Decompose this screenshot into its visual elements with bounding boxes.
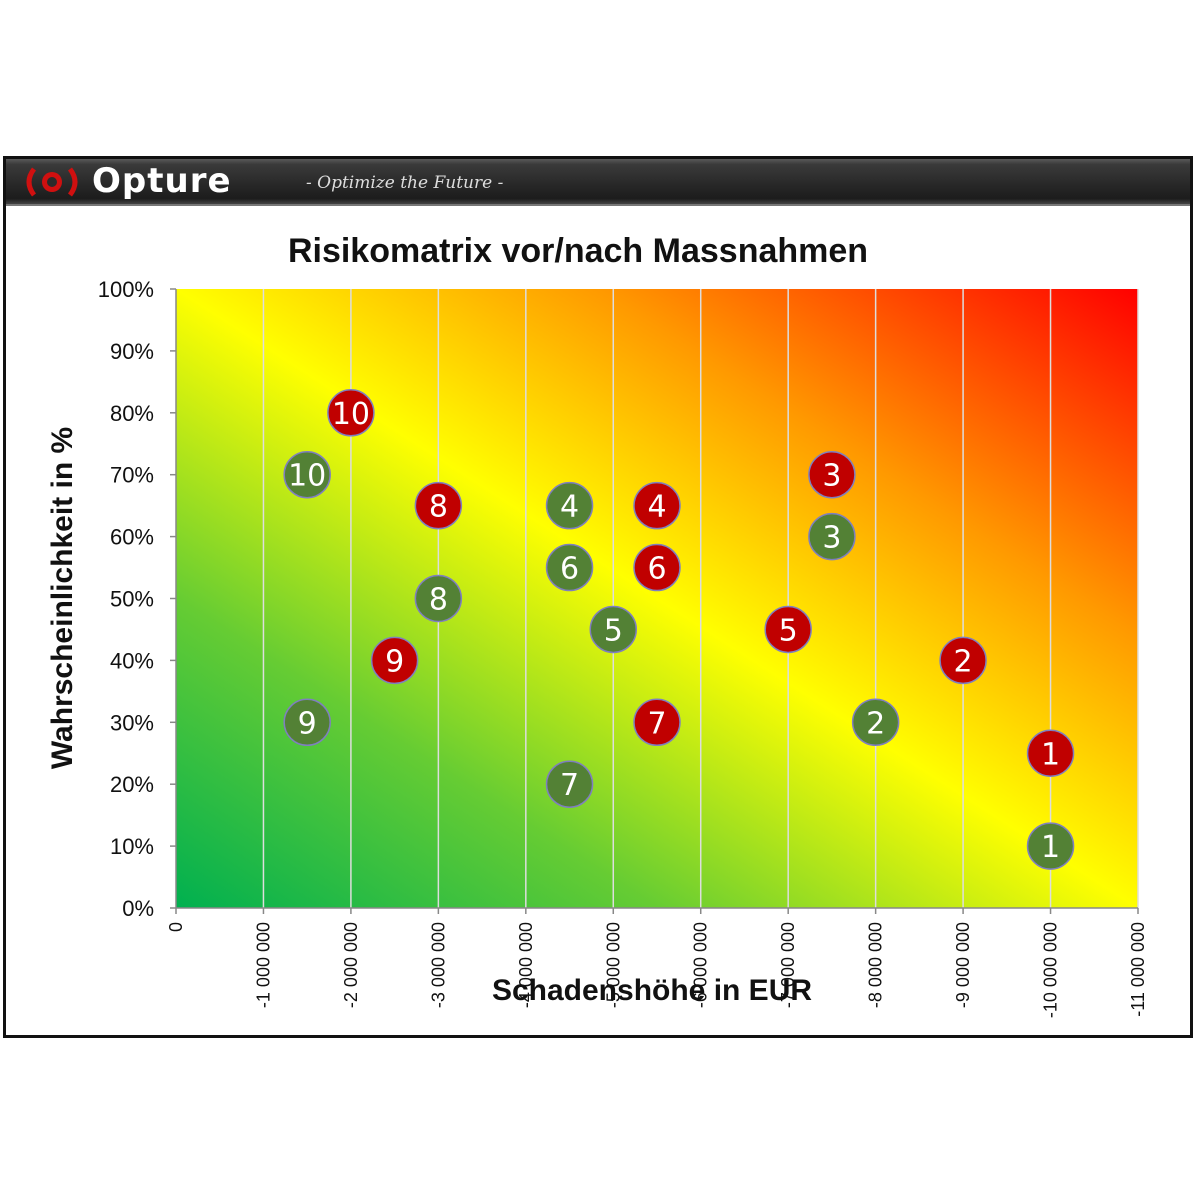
bubble-label: 3: [822, 459, 841, 494]
bubble-label: 1: [1041, 737, 1060, 772]
bubble-marker: [545, 760, 594, 808]
bubble-label: 10: [288, 459, 326, 494]
y-tick-label: 20%: [110, 772, 154, 797]
bubble-label: 5: [604, 613, 623, 648]
bubble-label: 8: [429, 490, 448, 525]
x-axis-ticks: 0 -1 000 000 -2 000 000 -3 000 000 -4 000 00…: [166, 908, 1148, 1018]
y-tick-label: 60%: [110, 525, 154, 550]
bubble-after-5: 5: [589, 605, 638, 654]
bubble-before-5: 5: [764, 605, 812, 654]
bubble-before-1: 1: [1026, 729, 1075, 777]
y-tick-label: 50%: [110, 587, 154, 612]
y-tick-label: 10%: [110, 834, 154, 859]
bubble-label: 7: [647, 706, 666, 741]
bubble-before-6: 6: [633, 543, 681, 592]
x-tick-label: -8 000 000: [866, 922, 886, 1008]
y-tick-label: 90%: [110, 339, 154, 364]
bubble-before-7: 7: [633, 698, 681, 747]
bubble-after-1: 1: [1026, 822, 1075, 870]
y-tick-label: 40%: [110, 648, 154, 673]
bubble-after-4: 4: [545, 481, 594, 530]
x-tick-label: -9 000 000: [953, 922, 973, 1008]
x-tick-label: -3 000 000: [428, 922, 448, 1008]
bubble-before-9: 9: [370, 636, 419, 685]
bubble-after-9: 9: [283, 698, 331, 747]
chart-title: Risikomatrix vor/nach Massnahmen: [288, 232, 868, 270]
bubble-marker: [370, 636, 419, 685]
bubble-marker: [808, 512, 856, 561]
bubble-label: 3: [822, 521, 841, 556]
bubble-label: 6: [560, 552, 579, 587]
bubble-marker: [1026, 822, 1075, 870]
bubble-label: 6: [647, 552, 666, 587]
bubble-label: 4: [560, 490, 579, 525]
bubble-label: 9: [385, 644, 404, 679]
bubble-before-4: 4: [633, 481, 681, 530]
x-tick-label: 0: [166, 922, 186, 932]
bubble-label: 7: [560, 768, 579, 803]
bubble-before-10: 10: [327, 389, 375, 437]
bubble-marker: [764, 605, 812, 654]
bubble-label: 2: [954, 644, 973, 679]
y-tick-label: 30%: [110, 710, 154, 735]
x-tick-label: -7 000 000: [778, 922, 798, 1008]
y-tick-label: 80%: [110, 401, 154, 426]
bubble-marker: [589, 605, 638, 654]
bubble-marker: [633, 543, 681, 592]
x-tick-label: -11 000 000: [1128, 922, 1148, 1017]
x-tick-label: -5 000 000: [603, 922, 623, 1008]
bubble-marker: [283, 698, 331, 747]
bubble-after-10: 10: [283, 450, 331, 499]
bubble-after-7: 7: [545, 760, 594, 808]
bubble-marker: [633, 481, 681, 530]
bubble-before-8: 8: [414, 481, 463, 530]
bubble-after-2: 2: [851, 698, 900, 747]
bubble-marker: [633, 698, 681, 747]
bubble-marker: [1026, 729, 1075, 777]
bubble-marker: [327, 389, 375, 437]
x-axis-title: Schadenshöhe in EUR: [492, 974, 812, 1007]
bubble-marker: [414, 574, 463, 623]
brand-name: Opture: [92, 161, 232, 201]
bubble-marker: [939, 636, 987, 685]
y-tick-label: 0%: [122, 896, 154, 921]
bubble-label: 10: [332, 397, 370, 432]
plot-area: [176, 289, 1138, 908]
brand-tagline: - Optimize the Future -: [306, 173, 504, 193]
bubble-label: 8: [429, 583, 448, 618]
opture-logo-icon: [26, 167, 78, 197]
bubble-before-2: 2: [939, 636, 987, 685]
bubble-marker: [414, 481, 463, 530]
bubble-label: 1: [1041, 830, 1060, 865]
bubble-label: 2: [866, 706, 885, 741]
bubble-label: 4: [647, 490, 666, 525]
bubble-label: 9: [298, 706, 317, 741]
x-tick-label: -10 000 000: [1041, 922, 1061, 1018]
y-tick-label: 70%: [110, 463, 154, 488]
bubble-marker: [851, 698, 900, 747]
bubble-marker: [545, 481, 594, 530]
x-tick-label: -6 000 000: [691, 922, 711, 1008]
bubble-marker: [283, 450, 331, 499]
bubble-marker: [545, 543, 594, 592]
brand-bar: Opture - Optimize the Future -: [6, 159, 1190, 206]
bubble-label: 5: [779, 613, 798, 648]
x-tick-label: -2 000 000: [341, 922, 361, 1008]
x-tick-label: -4 000 000: [516, 922, 536, 1008]
bubble-after-6: 6: [545, 543, 594, 592]
bubble-marker: [808, 450, 856, 499]
y-axis-title: Wahrscheinlichkeit in %: [46, 427, 79, 769]
bubble-after-3: 3: [808, 512, 856, 561]
bubble-before-3: 3: [808, 450, 856, 499]
x-tick-label: -1 000 000: [253, 922, 273, 1008]
bubble-after-8: 8: [414, 574, 463, 623]
y-axis-ticks: 0% 10% 20% 30% 40% 50% 60% 70% 80% 90% 100%: [98, 277, 176, 921]
y-tick-label: 100%: [98, 277, 154, 302]
